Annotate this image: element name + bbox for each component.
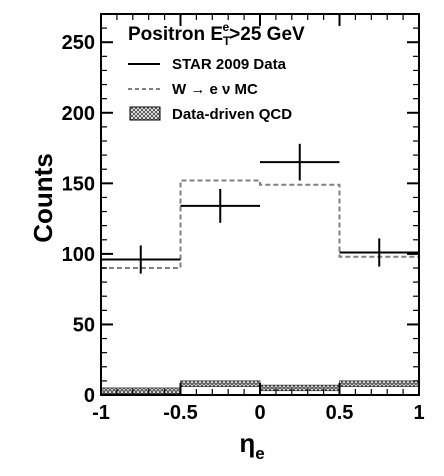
title-sub: T	[223, 34, 231, 48]
y-tick-label: 150	[62, 173, 95, 195]
chart-title: Positron ETe>25 GeV	[128, 20, 305, 48]
x-tick-label: -1	[92, 402, 110, 424]
y-tick-label: 250	[62, 32, 95, 54]
legend-data-label: STAR 2009 Data	[172, 56, 287, 73]
plot-area: 0 50 100 150 200 250 -1 -0.5 0 0.5 1	[62, 13, 425, 424]
y-tick-label: 50	[73, 314, 95, 336]
y-tick-label: 200	[62, 103, 95, 125]
y-tick-label: 100	[62, 244, 95, 266]
x-axis-title-main: η	[239, 428, 255, 458]
y-tick-label: 0	[84, 385, 95, 407]
x-axis-title-sub: e	[255, 444, 264, 463]
legend: Positron ETe>25 GeV STAR 2009 Data W → e…	[128, 20, 305, 123]
mc-histogram-line	[101, 179, 419, 269]
legend-mc-label: W → e ν MC	[172, 81, 258, 98]
x-tick-label: 0	[254, 402, 265, 424]
x-tick-label: 0.5	[326, 402, 354, 424]
x-tick-label: -0.5	[163, 402, 197, 424]
title-main: Positron E	[128, 24, 223, 45]
title-rest: >25 GeV	[229, 24, 305, 45]
x-axis-title: ηe	[239, 428, 264, 463]
x-tick-label: 1	[413, 402, 424, 424]
legend-qcd-label: Data-driven QCD	[172, 106, 292, 123]
y-axis-title: Counts	[28, 153, 58, 243]
title-sup: e	[222, 20, 229, 34]
legend-qcd-swatch	[129, 106, 161, 121]
